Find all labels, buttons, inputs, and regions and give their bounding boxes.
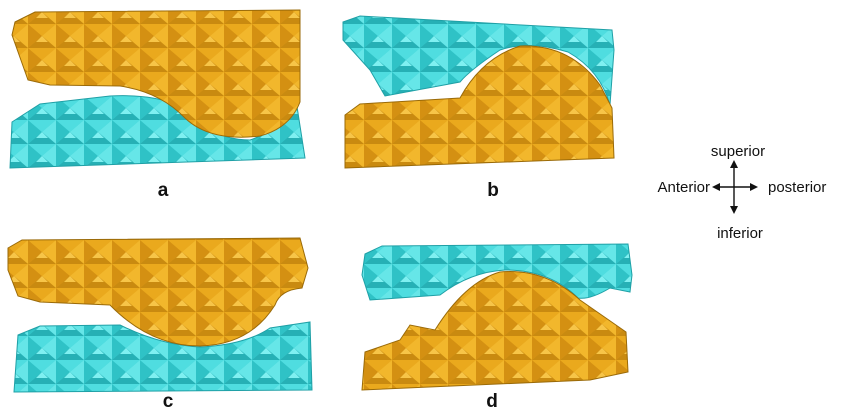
orientation-indicator: superior inferior Anterior posterior [657, 143, 826, 242]
panel-c: c [7, 237, 313, 411]
panel-a-label: a [158, 180, 169, 201]
inferior-label: inferior [717, 225, 763, 242]
panel-c-upper-block [7, 237, 309, 347]
panel-b-label: b [487, 180, 499, 201]
panel-a-upper-block [11, 9, 301, 138]
panel-b: b [342, 15, 615, 201]
panel-d: d [361, 243, 633, 411]
posterior-label: posterior [768, 179, 826, 196]
panel-a: a [9, 9, 306, 201]
panel-b-upper-block [342, 15, 615, 106]
arrow-down-head [730, 206, 738, 214]
panel-d-lower-block [361, 271, 629, 391]
panel-b-lower-block [344, 45, 615, 169]
arrow-right-head [750, 183, 758, 191]
panel-c-lower-block [13, 321, 313, 393]
panel-d-label: d [486, 391, 498, 411]
superior-label: superior [711, 143, 765, 160]
arrow-up-head [730, 160, 738, 168]
panel-d-upper-block [361, 243, 633, 301]
arrow-left-head [712, 183, 720, 191]
anterior-label: Anterior [657, 179, 710, 196]
panel-c-label: c [163, 391, 174, 411]
